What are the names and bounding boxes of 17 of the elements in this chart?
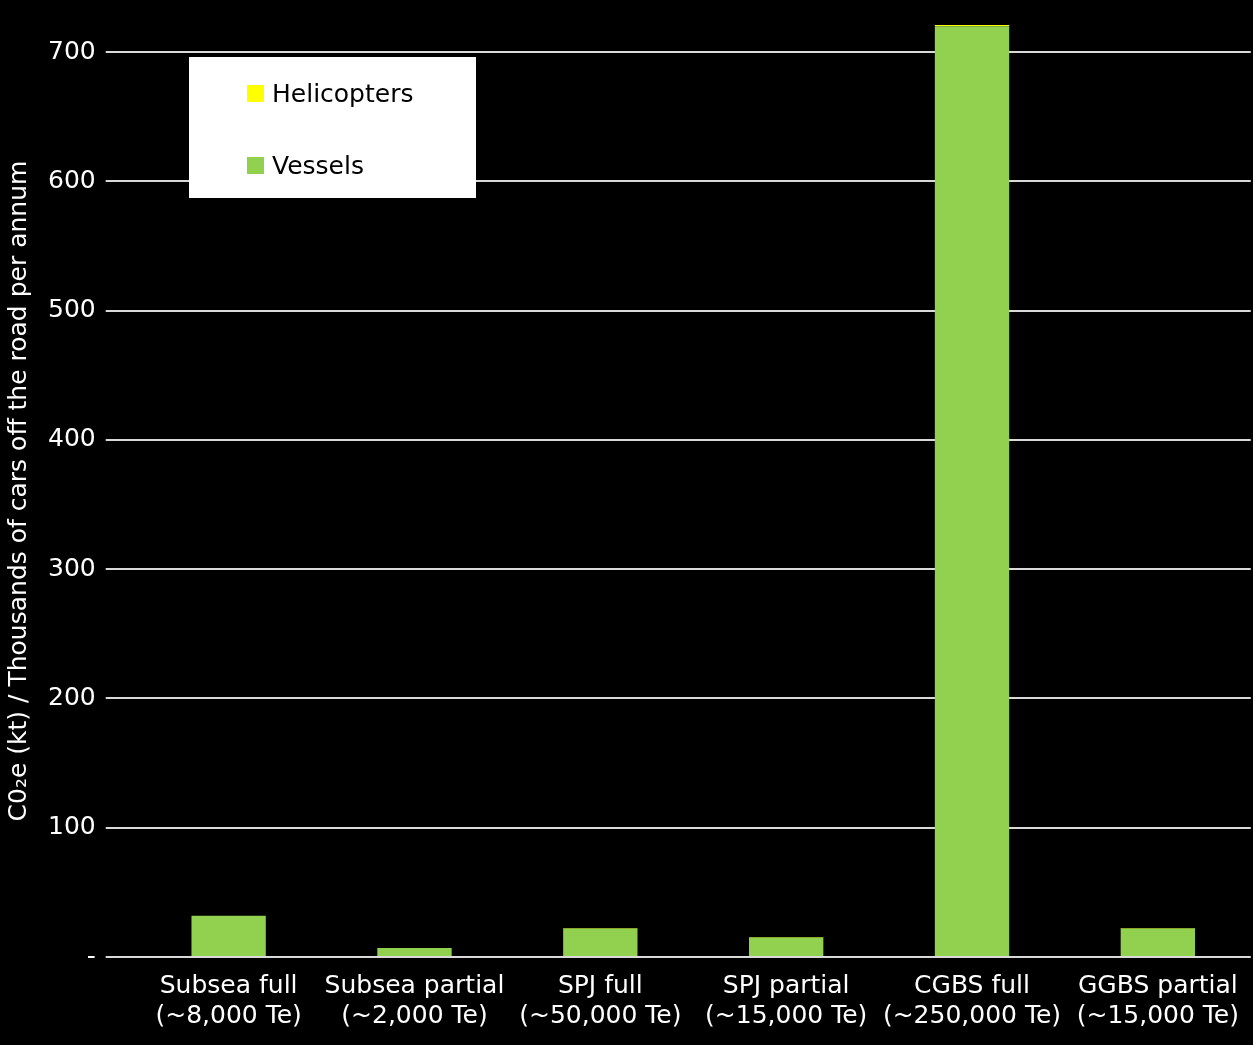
x-tick-label: GGBS partial (~15,000 Te) — [1076, 969, 1239, 1029]
x-tick-label: Subsea partial (~2,000 Te) — [324, 969, 505, 1029]
y-tick-label: 500 — [48, 294, 96, 324]
y-tick-label: 700 — [48, 35, 96, 65]
y-tick-label: 600 — [48, 164, 96, 194]
y-axis-title: C0₂e (kt) / Thousands of cars off the road per annum — [2, 160, 32, 822]
legend-label: Helicopters — [272, 78, 414, 108]
x-tick-label: SPJ partial (~15,000 Te) — [705, 969, 868, 1029]
legend-label: Vessels — [272, 150, 364, 180]
y-tick-label: - — [86, 940, 96, 970]
y-tick-label: 400 — [48, 423, 96, 453]
x-tick-label: SPJ full (~50,000 Te) — [519, 969, 682, 1029]
y-tick-label: 300 — [48, 552, 96, 582]
x-tick-label: CGBS full (~250,000 Te) — [882, 969, 1062, 1029]
y-tick-label: 100 — [48, 811, 96, 841]
y-tick-label: 200 — [48, 681, 96, 711]
x-tick-label: Subsea full (~8,000 Te) — [155, 969, 302, 1029]
